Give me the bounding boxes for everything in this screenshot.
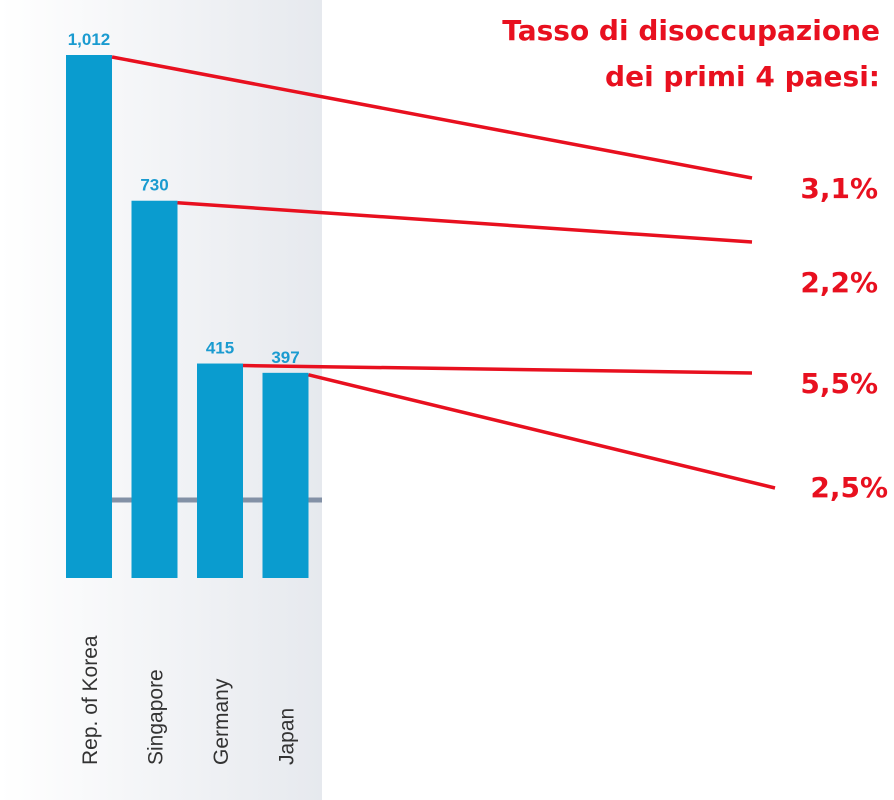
annotation-title: Tasso di disoccupazione <box>502 14 880 47</box>
value-label: 730 <box>140 176 168 195</box>
connector <box>242 363 753 375</box>
x-tick-label: Japan <box>276 708 299 765</box>
bar <box>262 372 309 578</box>
annotation: 2,5% <box>810 471 888 504</box>
value-label: 415 <box>206 339 234 358</box>
value-label: 397 <box>271 348 299 367</box>
connector <box>177 200 753 244</box>
annotation: 3,1% <box>800 172 878 205</box>
annotation: 5,5% <box>800 367 878 400</box>
x-tick-label: Germany <box>210 678 233 765</box>
x-tick-label: Rep. of Korea <box>79 635 102 765</box>
value-label: 1,012 <box>68 30 111 49</box>
connector <box>308 373 776 490</box>
bar <box>197 363 243 578</box>
annotation: 2,2% <box>800 266 878 299</box>
bar <box>66 55 112 578</box>
connector <box>111 55 753 180</box>
bar <box>131 200 178 578</box>
annotation-title: dei primi 4 paesi: <box>605 60 880 93</box>
x-tick-label: Singapore <box>145 669 168 765</box>
